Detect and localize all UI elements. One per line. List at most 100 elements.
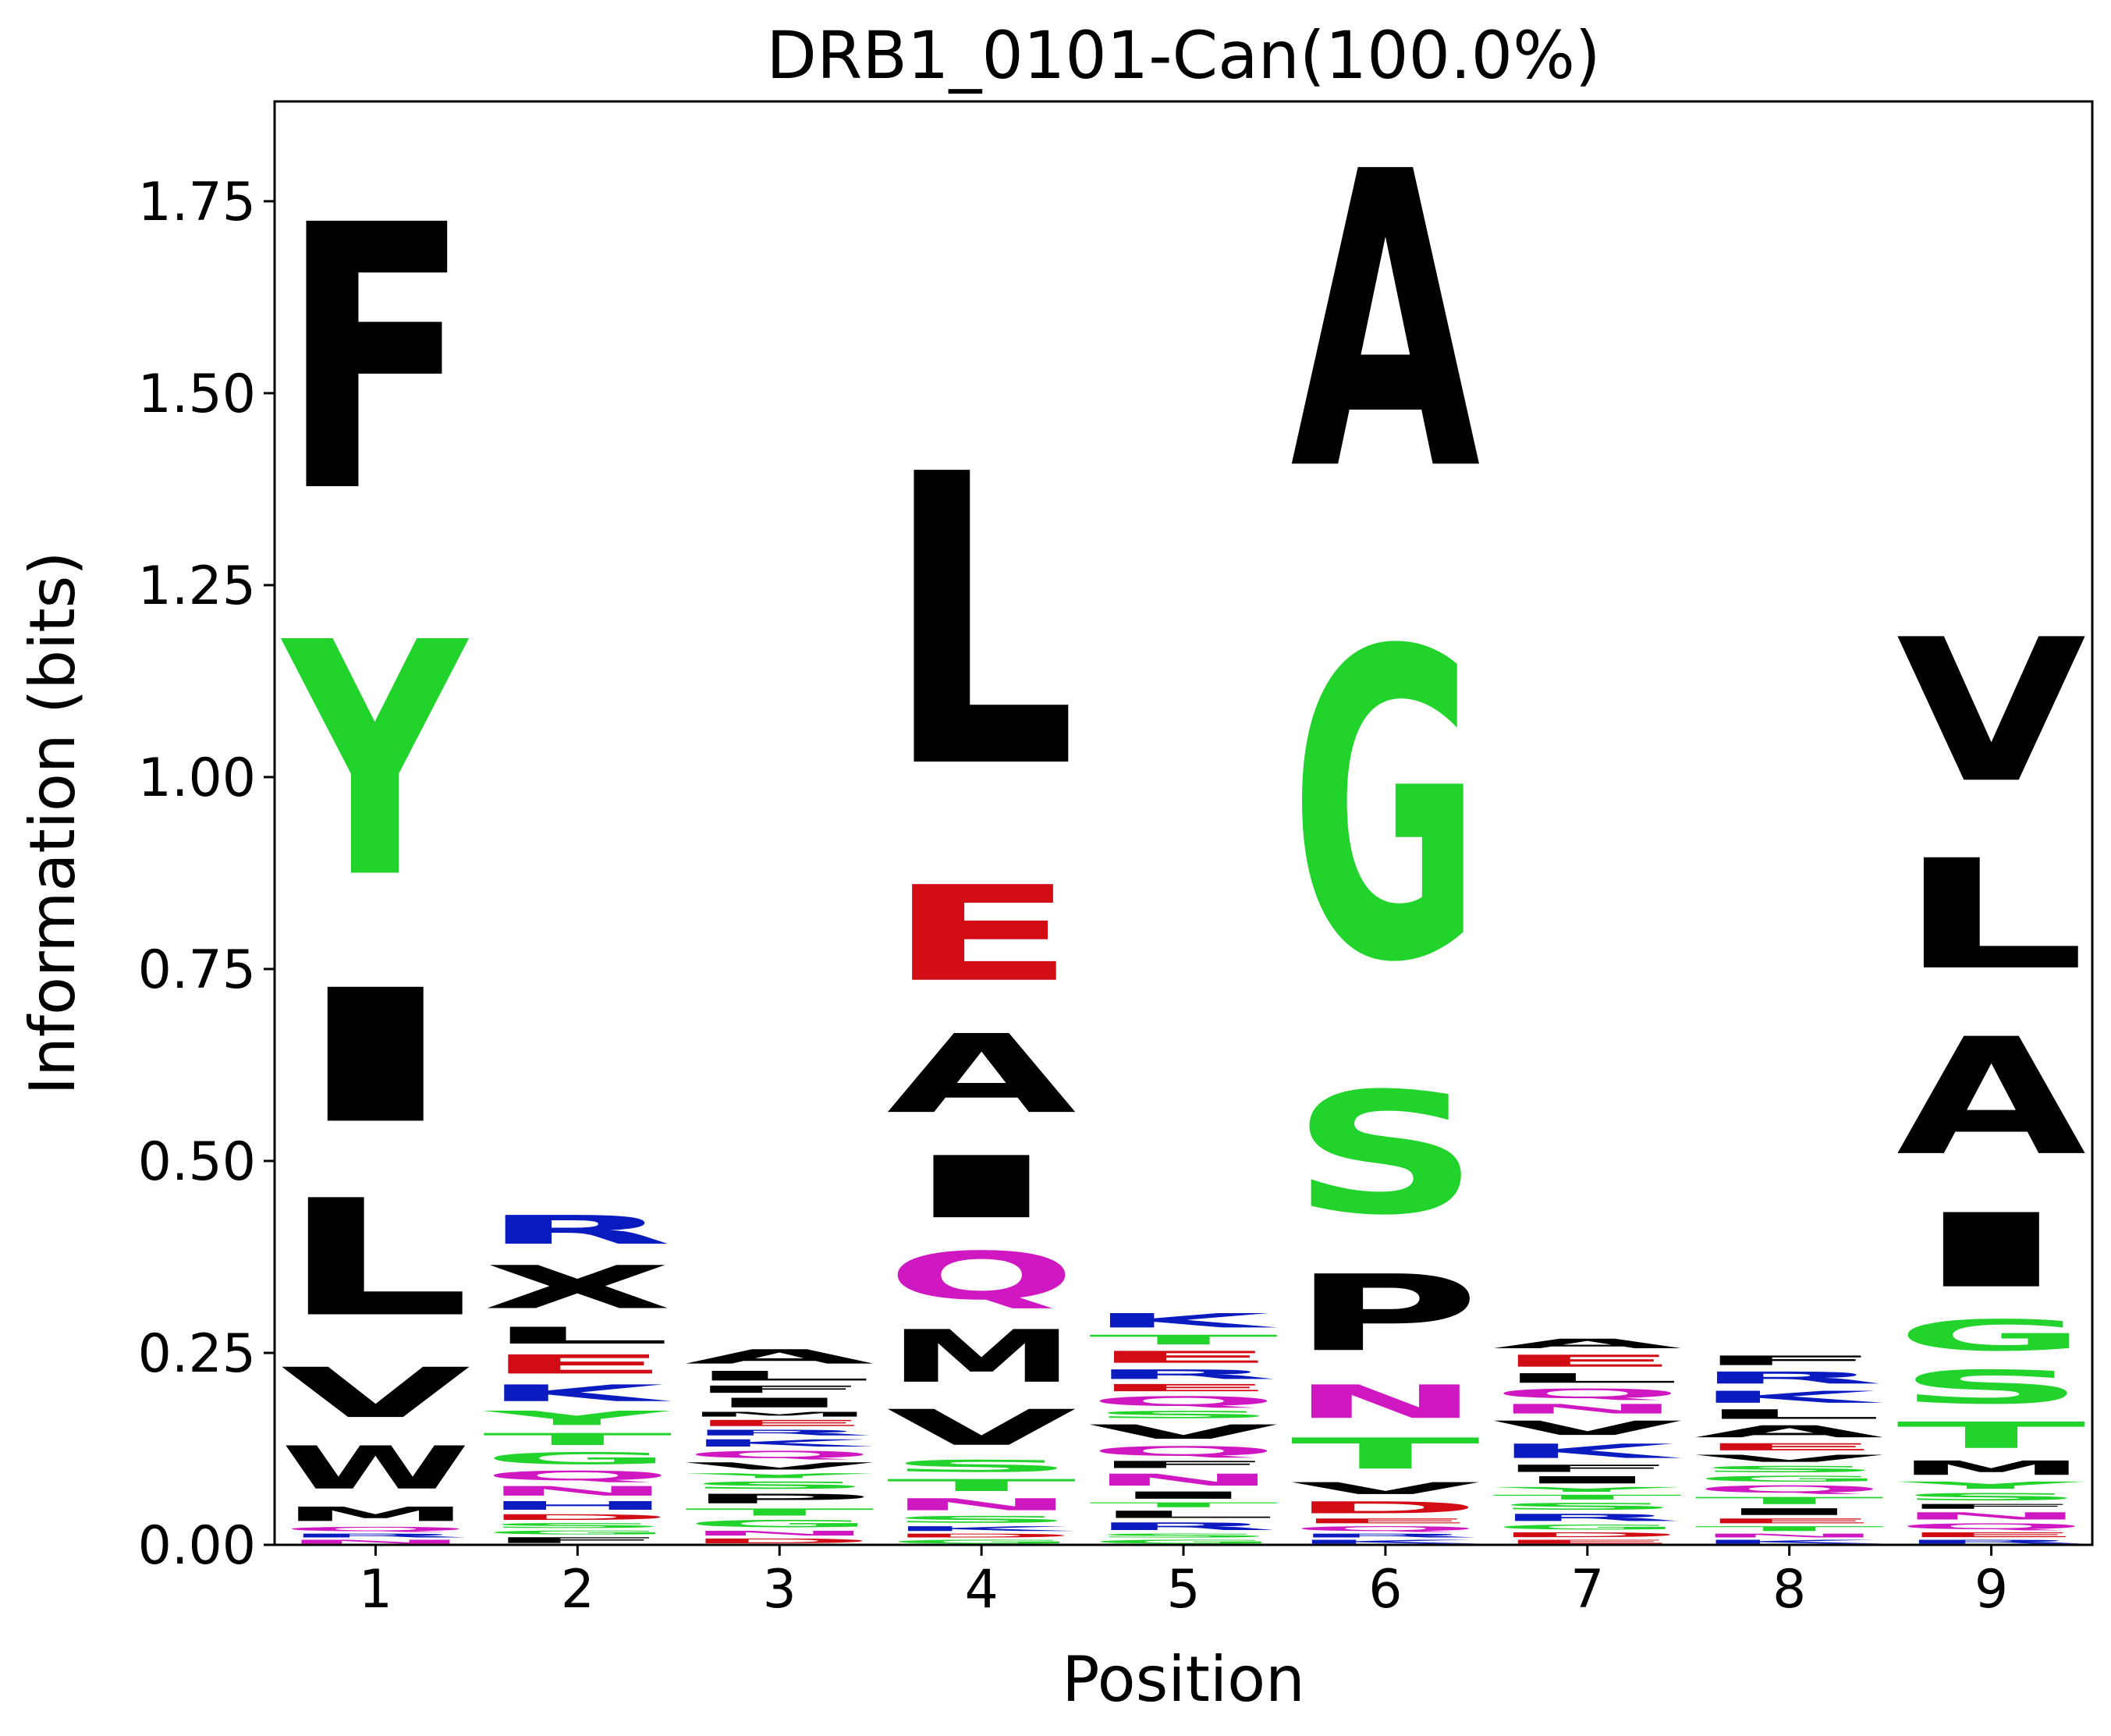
y-axis-label: Information (bits) (16, 552, 89, 1095)
logo-letter-m: M (886, 1315, 1076, 1399)
logo-letter-l: L (1492, 1371, 1682, 1386)
logo-letter-s: S (886, 1457, 1076, 1475)
logo-letter-s: S (1088, 1532, 1278, 1539)
logo-letter-l: L (1896, 828, 2086, 1003)
logo-letter-i: I (281, 950, 470, 1164)
logo-letter-t: T (685, 1507, 875, 1518)
y-tick-label: 1.75 (138, 172, 256, 233)
logo-letter-k: K (1694, 1539, 1884, 1545)
x-axis-ticks: 1 2 3 4 5 6 7 8 9 (359, 1545, 2008, 1621)
logo-letter-e: E (1290, 1518, 1480, 1525)
logo-letter-s: S (685, 1479, 875, 1491)
x-tick-label: 6 (1368, 1559, 1402, 1621)
logo-letter-s: S (886, 1514, 1076, 1525)
logo-letter-v: V (1492, 1417, 1682, 1440)
logo-letter-k: K (1290, 1539, 1480, 1545)
y-axis-ticks: 0.00 0.25 0.50 0.75 1.00 1.25 1.50 1.75 (138, 172, 275, 1577)
logo-letter-g: G (483, 1449, 672, 1468)
logo-letter-t: T (1088, 1501, 1278, 1509)
logo-letter-e: E (1088, 1382, 1278, 1393)
logo-letter-v: V (1896, 598, 2088, 827)
logo-letter-v: V (281, 1354, 470, 1433)
logo-letter-g: G (1896, 1311, 2086, 1361)
logo-letter-v: V (1088, 1421, 1278, 1443)
logo-letter-m: M (1896, 1457, 2086, 1479)
logo-letter-d: D (685, 1537, 875, 1545)
logo-letter-v: V (685, 1461, 875, 1472)
logo-letter-p: P (1290, 1252, 1480, 1375)
logo-letter-e: E (1694, 1441, 1884, 1453)
logo-letter-f: F (1694, 1353, 1884, 1369)
logo-letter-f: F (1492, 1463, 1682, 1475)
logo-letter-t: T (483, 1429, 672, 1449)
logo-letter-q: Q (1290, 1525, 1480, 1532)
logo-letter-s: S (483, 1522, 672, 1530)
logo-letter-l: L (1088, 1509, 1278, 1521)
logo-letter-m: M (685, 1411, 875, 1418)
logo-letter-f: F (685, 1383, 875, 1395)
logo-letter-l: L (1694, 1407, 1884, 1422)
logo-letter-v: V (1694, 1453, 1884, 1464)
logo-letter-q: Q (685, 1449, 875, 1461)
logo-letter-f: F (1896, 1503, 2086, 1511)
logo-letter-k: K (483, 1380, 672, 1407)
logo-letter-n: N (1290, 1376, 1480, 1429)
logo-letter-n: N (1088, 1471, 1278, 1489)
logo-letter-e: E (1492, 1539, 1682, 1545)
logo-letters: NRQMWVLIYFFGSDHNQGTYKELXRDNGTPSYVQKREMIF… (279, 86, 2088, 1545)
logo-letter-l: L (281, 1166, 470, 1353)
logo-letter-y: Y (684, 1472, 874, 1480)
logo-letter-d: D (1290, 1498, 1480, 1517)
logo-letter-e: E (1694, 1518, 1884, 1525)
x-tick-label: 8 (1772, 1559, 1806, 1621)
x-tick-label: 1 (359, 1559, 392, 1621)
logo-letter-n: N (1492, 1401, 1682, 1417)
logo-letter-e: E (1492, 1351, 1682, 1370)
logo-letter-t: T (1694, 1525, 1884, 1532)
logo-letter-t: T (1492, 1493, 1682, 1501)
y-tick-label: 0.75 (138, 939, 256, 1001)
logo-letter-y: Y (1492, 1486, 1681, 1493)
logo-letter-f: F (1088, 1459, 1278, 1471)
logo-letter-e: E (1088, 1347, 1278, 1366)
logo-letter-w: W (281, 1433, 470, 1502)
logo-letter-d: D (1492, 1531, 1682, 1539)
logo-letter-r: R (281, 1532, 470, 1539)
logo-letter-g: G (886, 1539, 1076, 1545)
logo-letter-g: G (1290, 563, 1480, 1056)
logo-letter-q: Q (1088, 1393, 1278, 1409)
logo-letter-t: T (1694, 1495, 1884, 1507)
x-tick-label: 4 (964, 1559, 998, 1621)
logo-letter-e: E (1896, 1531, 2086, 1539)
logo-letter-l: L (685, 1369, 875, 1384)
y-tick-label: 1.00 (138, 747, 256, 809)
logo-letter-i: I (1492, 1475, 1682, 1486)
logo-letter-q: Q (886, 1237, 1076, 1314)
logo-letter-r: R (1896, 1539, 2086, 1545)
logo-letter-n: N (281, 1539, 470, 1545)
logo-letter-v: V (886, 1400, 1076, 1457)
logo-letter-x: X (483, 1254, 672, 1322)
logo-letter-a: A (685, 1345, 875, 1368)
logo-letter-t: T (886, 1475, 1076, 1495)
x-axis-label: Position (1062, 1643, 1304, 1716)
logo-letter-e: E (886, 857, 1076, 1010)
logo-letter-i: I (1088, 1489, 1278, 1501)
logo-letter-h: H (483, 1499, 672, 1513)
logo-letter-r: R (685, 1428, 875, 1437)
logo-letter-k: K (1492, 1440, 1681, 1462)
logo-letter-t: T (1088, 1332, 1278, 1347)
logo-letter-r: R (1694, 1369, 1884, 1388)
logo-letter-n: N (1896, 1511, 2086, 1522)
logo-letter-a: A (1492, 1336, 1682, 1351)
logo-letter-k: K (886, 1525, 1076, 1532)
y-tick-label: 1.50 (138, 364, 256, 425)
logo-letter-v: V (1290, 1479, 1480, 1498)
y-tick-label: 0.25 (138, 1323, 256, 1385)
logo-letter-d: D (886, 1532, 1076, 1539)
logo-letter-g: G (483, 1529, 672, 1535)
logo-letter-d: D (483, 1513, 672, 1522)
logo-letter-e: E (483, 1349, 672, 1379)
logo-letter-q: Q (1492, 1386, 1682, 1401)
